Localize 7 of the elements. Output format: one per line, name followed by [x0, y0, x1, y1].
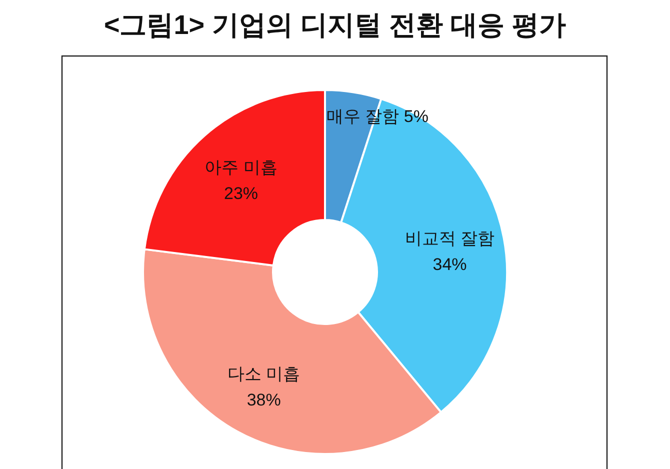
data-label: 34% — [432, 255, 467, 274]
data-label: 38% — [246, 390, 281, 410]
slice-label: 비교적 잘함 — [404, 229, 495, 248]
data-label: 23% — [224, 184, 258, 203]
slice-label: 아주 미흡 — [204, 158, 278, 177]
chart-title: <그림1> 기업의 디지털 전환 대응 평가 — [104, 10, 566, 40]
slice-label: 다소 미흡 — [227, 364, 300, 384]
